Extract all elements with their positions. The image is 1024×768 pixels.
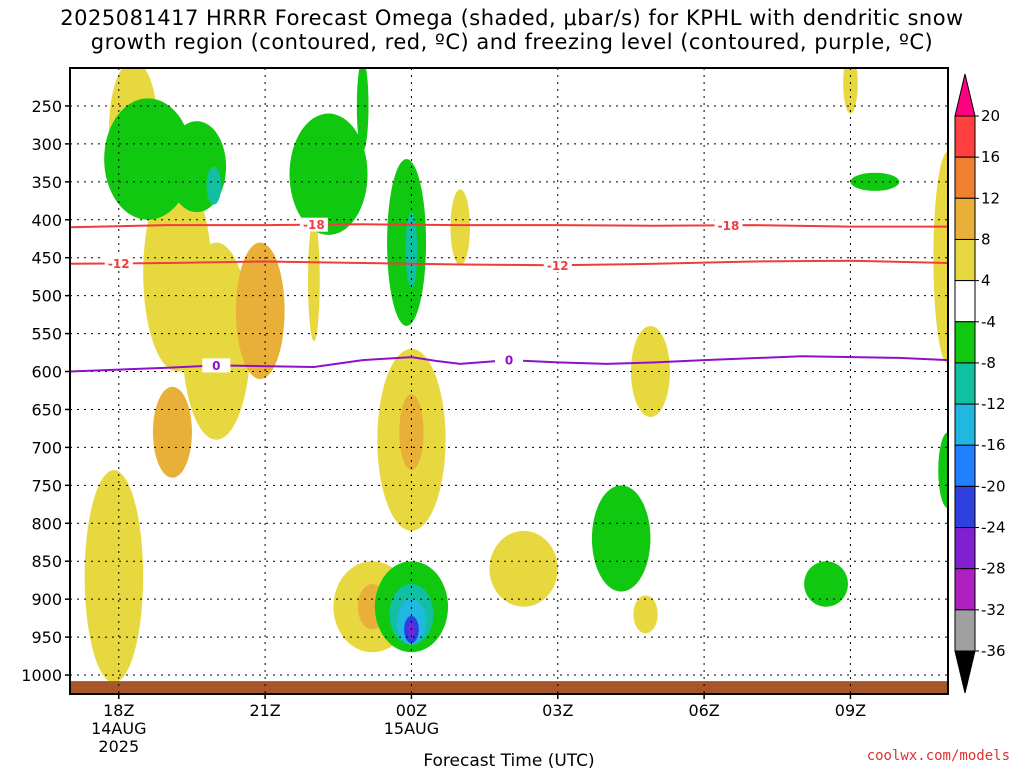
omega-region-2	[182, 242, 251, 440]
title-line-2: growth region (contoured, red, ºC) and f…	[90, 30, 934, 54]
contour-label-0-0: -18	[303, 218, 325, 232]
contour-label-1-1: -12	[547, 259, 569, 273]
y-tick-label-550: 550	[31, 325, 62, 344]
contour-label-bg-1-0	[104, 256, 133, 271]
y-tick-label-850: 850	[31, 552, 62, 571]
colorbar-box-3	[954, 238, 976, 282]
y-tick-label-450: 450	[31, 249, 62, 268]
omega-region-5	[152, 386, 192, 478]
y-tick-label-750: 750	[31, 476, 62, 495]
omega-region-23	[356, 68, 369, 152]
colorbar-label-10: -24	[981, 519, 1006, 537]
y-tick-label-250: 250	[31, 97, 62, 116]
omega-region-31	[850, 172, 900, 191]
y-tick-label-1000: 1000	[21, 666, 62, 685]
colorbar-box-1	[954, 156, 976, 199]
y-tick-label-800: 800	[31, 514, 62, 533]
colorbar-label-1: 16	[981, 148, 1000, 166]
colorbar-box-5	[954, 321, 976, 364]
colorbar-label-3: 8	[981, 230, 991, 248]
contour-label-bg-0-0	[299, 217, 328, 232]
x-tick-sublabel-00Z-0: 15AUG	[384, 719, 439, 738]
y-tick-label-600: 600	[31, 363, 62, 382]
contour-label-bg-2-1	[495, 353, 523, 368]
colorbar-label-8: -16	[981, 436, 1006, 454]
colorbar-label-7: -12	[981, 395, 1006, 413]
colorbar-box-11	[954, 568, 976, 611]
colorbar-label-4: 4	[981, 272, 991, 290]
colorbar-label-9: -20	[981, 477, 1006, 495]
colorbar-bottom-arrow	[954, 650, 976, 694]
y-tick-label-300: 300	[31, 135, 62, 154]
omega-region-12	[633, 595, 658, 634]
colorbar-box-9	[954, 485, 976, 529]
omega-region-16	[933, 151, 948, 364]
contour-label-0-1: -18	[718, 219, 740, 233]
y-tick-label-900: 900	[31, 590, 62, 609]
y-tick-label-400: 400	[31, 211, 62, 230]
chart-title: 2025081417 HRRR Forecast Omega (shaded, …	[0, 6, 1024, 54]
colorbar-label-2: 12	[981, 189, 1000, 207]
colorbar-label-12: -32	[981, 601, 1006, 619]
colorbar-box-8	[954, 444, 976, 487]
x-tick-sublabel-18Z-1: 2025	[98, 737, 139, 756]
contour-line-0	[69, 223, 948, 229]
contour-label-2-1: 0	[505, 354, 513, 368]
colorbar-label-0: 20	[981, 107, 1000, 125]
plot-frame	[69, 67, 949, 695]
y-tick-label-650: 650	[31, 400, 62, 419]
omega-region-17	[104, 98, 192, 220]
y-tick-label-700: 700	[31, 438, 62, 457]
colorbar: 20 16 12 8 4 -4 -8 -12 -16 -20 -24 -28 -32 -36	[954, 73, 1006, 694]
y-tick-label-350: 350	[31, 173, 62, 192]
omega-region-11	[630, 325, 670, 418]
x-tick-sublabel-18Z-0: 14AUG	[91, 719, 146, 738]
colorbar-label-13: -36	[981, 642, 1006, 660]
x-tick-label-18Z: 18Z	[103, 701, 134, 720]
contour-label-bg-2-0	[202, 358, 231, 373]
contour-line-2	[69, 355, 949, 373]
contour-label-bg-0-1	[714, 218, 743, 233]
colorbar-box-7	[954, 403, 976, 446]
contour-label-1-0: -12	[108, 257, 130, 271]
colorbar-box-10	[954, 527, 976, 570]
colorbar-top-arrow	[954, 73, 976, 117]
colorbar-label-6: -8	[981, 354, 996, 372]
source-credit: coolwx.com/models	[866, 748, 1010, 764]
omega-region-30	[804, 561, 849, 607]
ground-bar	[70, 681, 948, 694]
colorbar-box-12	[954, 609, 976, 652]
x-tick-label-03Z: 03Z	[542, 701, 573, 720]
x-tick-label-21Z: 21Z	[249, 701, 280, 720]
colorbar-box-6	[954, 362, 976, 405]
x-tick-label-00Z: 00Z	[396, 701, 427, 720]
omega-region-29	[591, 485, 651, 592]
colorbar-box-0	[954, 115, 976, 158]
omega-region-19	[206, 166, 222, 205]
contour-label-2-0: 0	[212, 359, 220, 373]
x-axis-title: Forecast Time (UTC)	[423, 751, 594, 768]
y-tick-label-500: 500	[31, 287, 62, 306]
y-tick-label-950: 950	[31, 628, 62, 647]
omega-region-0	[84, 470, 144, 683]
x-tick-label-09Z: 09Z	[835, 701, 866, 720]
contour-label-bg-1-1	[543, 258, 572, 273]
colorbar-label-11: -28	[981, 560, 1006, 578]
colorbar-box-4	[954, 280, 976, 323]
title-line-1: 2025081417 HRRR Forecast Omega (shaded, …	[60, 6, 964, 30]
omega-region-4	[235, 242, 285, 380]
x-tick-label-06Z: 06Z	[688, 701, 719, 720]
contour-line-1	[69, 259, 949, 267]
omega-region-13	[450, 189, 470, 266]
colorbar-box-2	[954, 197, 976, 240]
omega-region-14	[308, 219, 320, 342]
omega-region-20	[289, 113, 368, 235]
colorbar-label-5: -4	[981, 313, 996, 331]
omega-region-10	[489, 530, 558, 607]
omega-region-32	[938, 432, 948, 509]
